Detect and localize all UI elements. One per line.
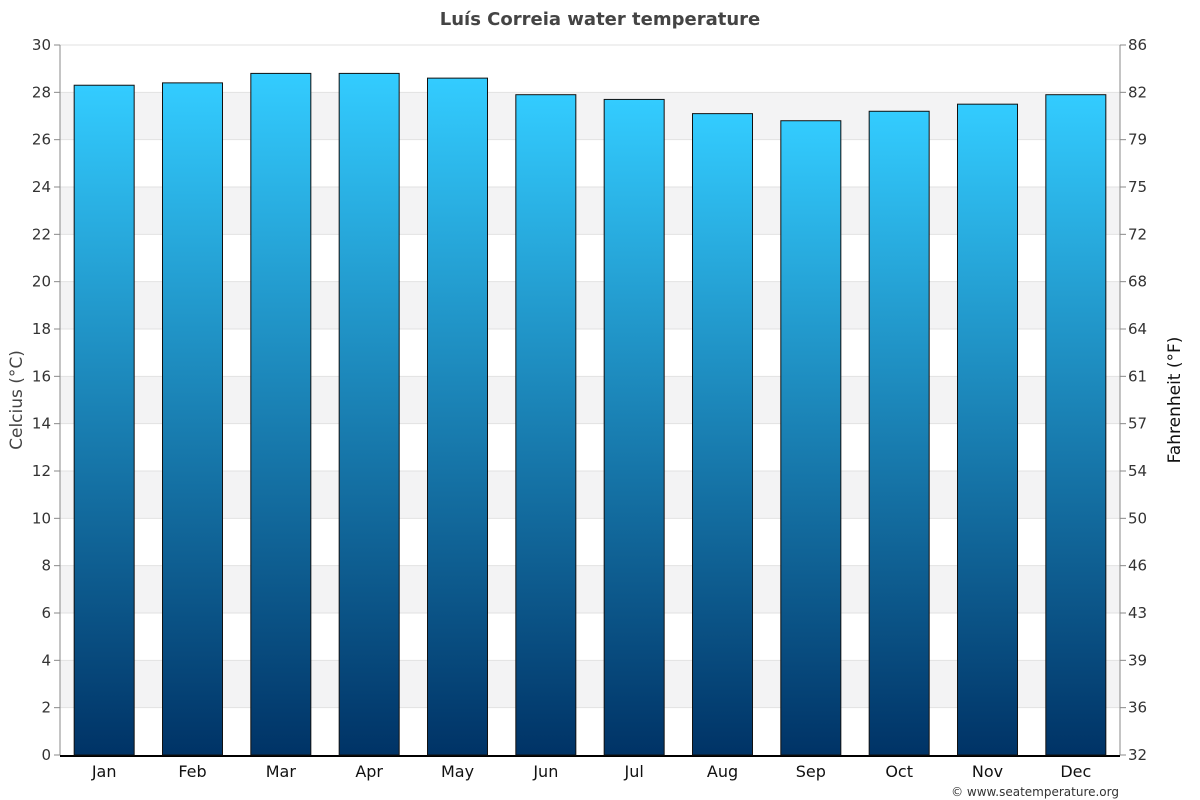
y-tick-label: 2 xyxy=(41,699,51,717)
y-tick-label: 20 xyxy=(32,273,51,291)
grid-band xyxy=(60,471,1120,519)
y-right-tick-label: 64 xyxy=(1128,320,1147,338)
bar-nov xyxy=(957,103,1018,756)
x-tick-label: May xyxy=(441,762,474,781)
y-tick-label: 12 xyxy=(32,462,51,480)
bar-jan xyxy=(73,84,135,756)
y-tick-label: 28 xyxy=(32,83,51,101)
y-tick-label: 30 xyxy=(32,36,51,54)
y-right-tick-label: 43 xyxy=(1128,604,1147,622)
axes xyxy=(54,44,1126,757)
y-tick-label: 0 xyxy=(41,746,51,764)
y-right-tick-label: 75 xyxy=(1128,178,1147,196)
y-axis-title: Celcius (°C) xyxy=(7,350,27,450)
x-tick-label: Jan xyxy=(91,762,117,781)
y-right-tick-label: 50 xyxy=(1128,509,1147,527)
y-axis-right-title: Fahrenheit (°F) xyxy=(1165,337,1185,464)
y-right-tick-label: 39 xyxy=(1128,651,1147,669)
y-right-tick-label: 61 xyxy=(1128,367,1147,385)
bar-oct xyxy=(868,110,930,756)
x-tick-label: Aug xyxy=(707,762,738,781)
x-tick-label: Jun xyxy=(532,762,558,781)
y-right-tick-label: 54 xyxy=(1128,462,1147,480)
x-tick-label: Nov xyxy=(972,762,1003,781)
bars xyxy=(73,72,1107,756)
y-tick-label: 22 xyxy=(32,225,51,243)
bar-jul xyxy=(603,98,665,756)
x-tick-label: Dec xyxy=(1060,762,1091,781)
y-right-tick-label: 57 xyxy=(1128,415,1147,433)
x-tick-label: Jul xyxy=(624,762,644,781)
y-tick-label: 26 xyxy=(32,131,51,149)
y-tick-label: 18 xyxy=(32,320,51,338)
x-tick-label: Sep xyxy=(796,762,826,781)
y-tick-label: 4 xyxy=(41,651,51,669)
y-right-tick-label: 32 xyxy=(1128,746,1147,764)
grid-band xyxy=(60,376,1120,424)
chart-title: Luís Correia water temperature xyxy=(440,9,760,30)
grid-band xyxy=(60,660,1120,708)
y-right-tick-label: 68 xyxy=(1128,273,1147,291)
y-tick-label: 14 xyxy=(32,415,51,433)
y-right-tick-label: 79 xyxy=(1128,131,1147,149)
tick-labels: 0 32 2 36 4 39 6 43 8 46 10 50 12 54 14 57 16 61 18 64 20 68 2… xyxy=(32,36,1147,781)
bar-sep xyxy=(780,120,842,756)
x-tick-label: Mar xyxy=(266,762,297,781)
x-tick-label: Feb xyxy=(178,762,206,781)
y-right-tick-label: 36 xyxy=(1128,699,1147,717)
credit-text: © www.seatemperature.org xyxy=(951,785,1119,799)
y-right-tick-label: 82 xyxy=(1128,83,1147,101)
grid-bands xyxy=(60,92,1120,708)
bar-jun xyxy=(515,94,577,756)
bar-aug xyxy=(692,113,753,756)
x-tick-label: Apr xyxy=(355,762,383,781)
y-tick-label: 24 xyxy=(32,178,51,196)
grid-band xyxy=(60,281,1120,329)
y-right-tick-label: 86 xyxy=(1128,36,1147,54)
bar-may xyxy=(427,77,488,756)
y-tick-label: 6 xyxy=(41,604,51,622)
bar-feb xyxy=(162,82,223,756)
grid-band xyxy=(60,187,1120,235)
y-tick-label: 16 xyxy=(32,367,51,385)
y-right-tick-label: 46 xyxy=(1128,557,1147,575)
bar-mar xyxy=(250,72,312,756)
bar-apr xyxy=(338,72,400,756)
gridlines xyxy=(60,44,1120,709)
bar-dec xyxy=(1045,94,1107,756)
grid-band xyxy=(60,565,1120,613)
y-right-tick-label: 72 xyxy=(1128,225,1147,243)
x-tick-label: Oct xyxy=(885,762,913,781)
y-tick-label: 8 xyxy=(41,557,51,575)
grid-band xyxy=(60,92,1120,140)
y-tick-label: 10 xyxy=(32,509,51,527)
